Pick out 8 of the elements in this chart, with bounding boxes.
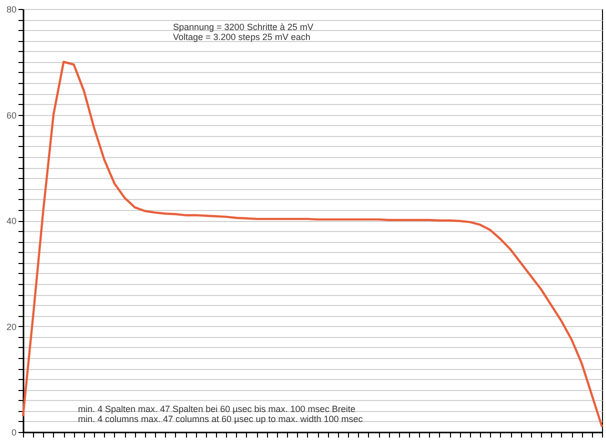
y-tick-label: 60 [6,110,16,120]
annotation: min. 4 Spalten max. 47 Spalten bei 60 µsec bis max. 100 msec Breite min. 4 columns max. 47 columns at 60 µsec up to max. width 100 msec [78,404,364,424]
line-series [22,60,604,428]
annotation: Spannung = 3200 Schritte à 25 mV Voltage = 3.200 steps 25 mV each [173,22,314,42]
y-tick-label: 0 [11,428,16,438]
y-tick-label: 20 [6,322,16,332]
y-tick-label: 40 [6,216,16,226]
y-tick-label: 80 [6,4,16,14]
